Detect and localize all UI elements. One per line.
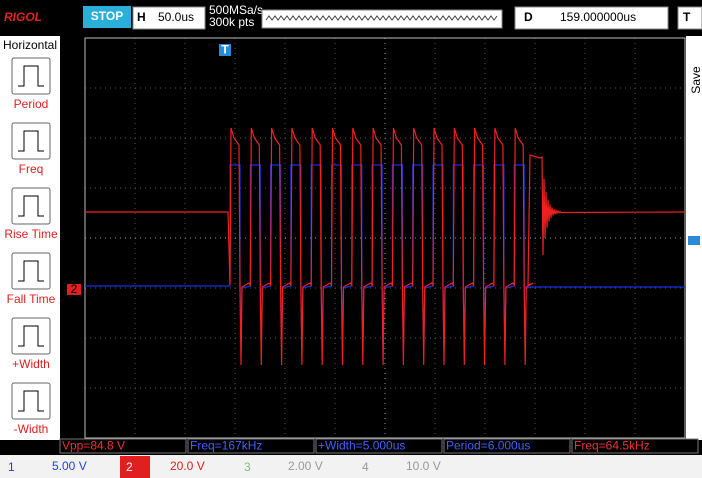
menu-icon[interactable] <box>11 57 51 95</box>
memory-bar-wave <box>265 15 498 21</box>
sample-rate: 500MSa/s <box>209 3 263 17</box>
measurement-box <box>571 438 699 454</box>
trigger-label: T <box>683 10 691 24</box>
grid-border <box>84 37 686 439</box>
channel-bar <box>0 455 702 478</box>
measurement-box <box>59 438 187 454</box>
menu-panel <box>0 36 60 440</box>
channel-number[interactable]: 2 <box>126 460 133 474</box>
delay: 159.000000us <box>560 10 636 24</box>
trigger-box[interactable] <box>677 6 702 30</box>
measurement: Period=6.000us <box>446 439 530 453</box>
measurement: +Width=5.000us <box>318 439 405 453</box>
menu-icon-glyph <box>18 390 44 412</box>
menu-icon[interactable] <box>11 317 51 355</box>
brand: RIGOL <box>4 10 42 24</box>
menu-icon-glyph <box>18 195 44 217</box>
menu-icon[interactable] <box>11 252 51 290</box>
measurement: Freq=64.5kHz <box>574 439 650 453</box>
side-tab[interactable]: Save <box>689 66 702 94</box>
memory-depth: 300k pts <box>209 15 254 29</box>
channel-scale[interactable]: 20.0 V <box>170 459 205 473</box>
status-box[interactable] <box>83 6 131 28</box>
menu-icon[interactable] <box>11 187 51 225</box>
status: STOP <box>91 9 123 23</box>
menu-icon[interactable] <box>11 382 51 420</box>
measurement: Vpp=84.8 V <box>62 439 125 453</box>
measurement: Freq=167kHz <box>190 439 262 453</box>
channel-scale[interactable]: 5.00 V <box>52 459 87 473</box>
channel-number[interactable]: 3 <box>244 460 251 474</box>
menu-item[interactable]: Freq <box>19 162 44 176</box>
measurement-box <box>443 438 571 454</box>
memory-bar <box>261 9 503 29</box>
channel2-marker-label: 2 <box>71 282 78 296</box>
channel-scale[interactable]: 2.00 V <box>288 459 323 473</box>
menu-icon-glyph <box>18 65 44 87</box>
menu-icon-glyph <box>18 130 44 152</box>
menu-icon[interactable] <box>11 122 51 160</box>
trigger-marker-label: T <box>221 43 229 57</box>
menu-item[interactable]: Rise Time <box>4 227 58 241</box>
channel-scale[interactable]: 10.0 V <box>406 459 441 473</box>
menu-item[interactable]: Fall Time <box>7 292 56 306</box>
channel-number[interactable]: 4 <box>362 460 369 474</box>
channel2-trace <box>85 127 686 366</box>
delay-label: D <box>524 10 533 24</box>
menu-icon-glyph <box>18 325 44 347</box>
trigger-level-marker <box>688 236 700 245</box>
timebase-box[interactable] <box>132 6 206 30</box>
menu-item[interactable]: -Width <box>14 422 49 436</box>
menu-title: Horizontal <box>3 38 57 52</box>
channel-number[interactable]: 1 <box>8 460 15 474</box>
measurement-box <box>315 438 443 454</box>
measurement-box <box>187 438 315 454</box>
trigger-marker <box>219 44 231 56</box>
channel2-marker <box>67 284 81 295</box>
channel-active <box>120 456 150 478</box>
menu-item[interactable]: +Width <box>12 357 50 371</box>
delay-box[interactable] <box>514 6 669 30</box>
timebase: 50.0us <box>158 10 194 24</box>
menu-icon-glyph <box>18 260 44 282</box>
menu-item[interactable]: Period <box>14 97 49 111</box>
timebase-label: H <box>137 10 146 24</box>
